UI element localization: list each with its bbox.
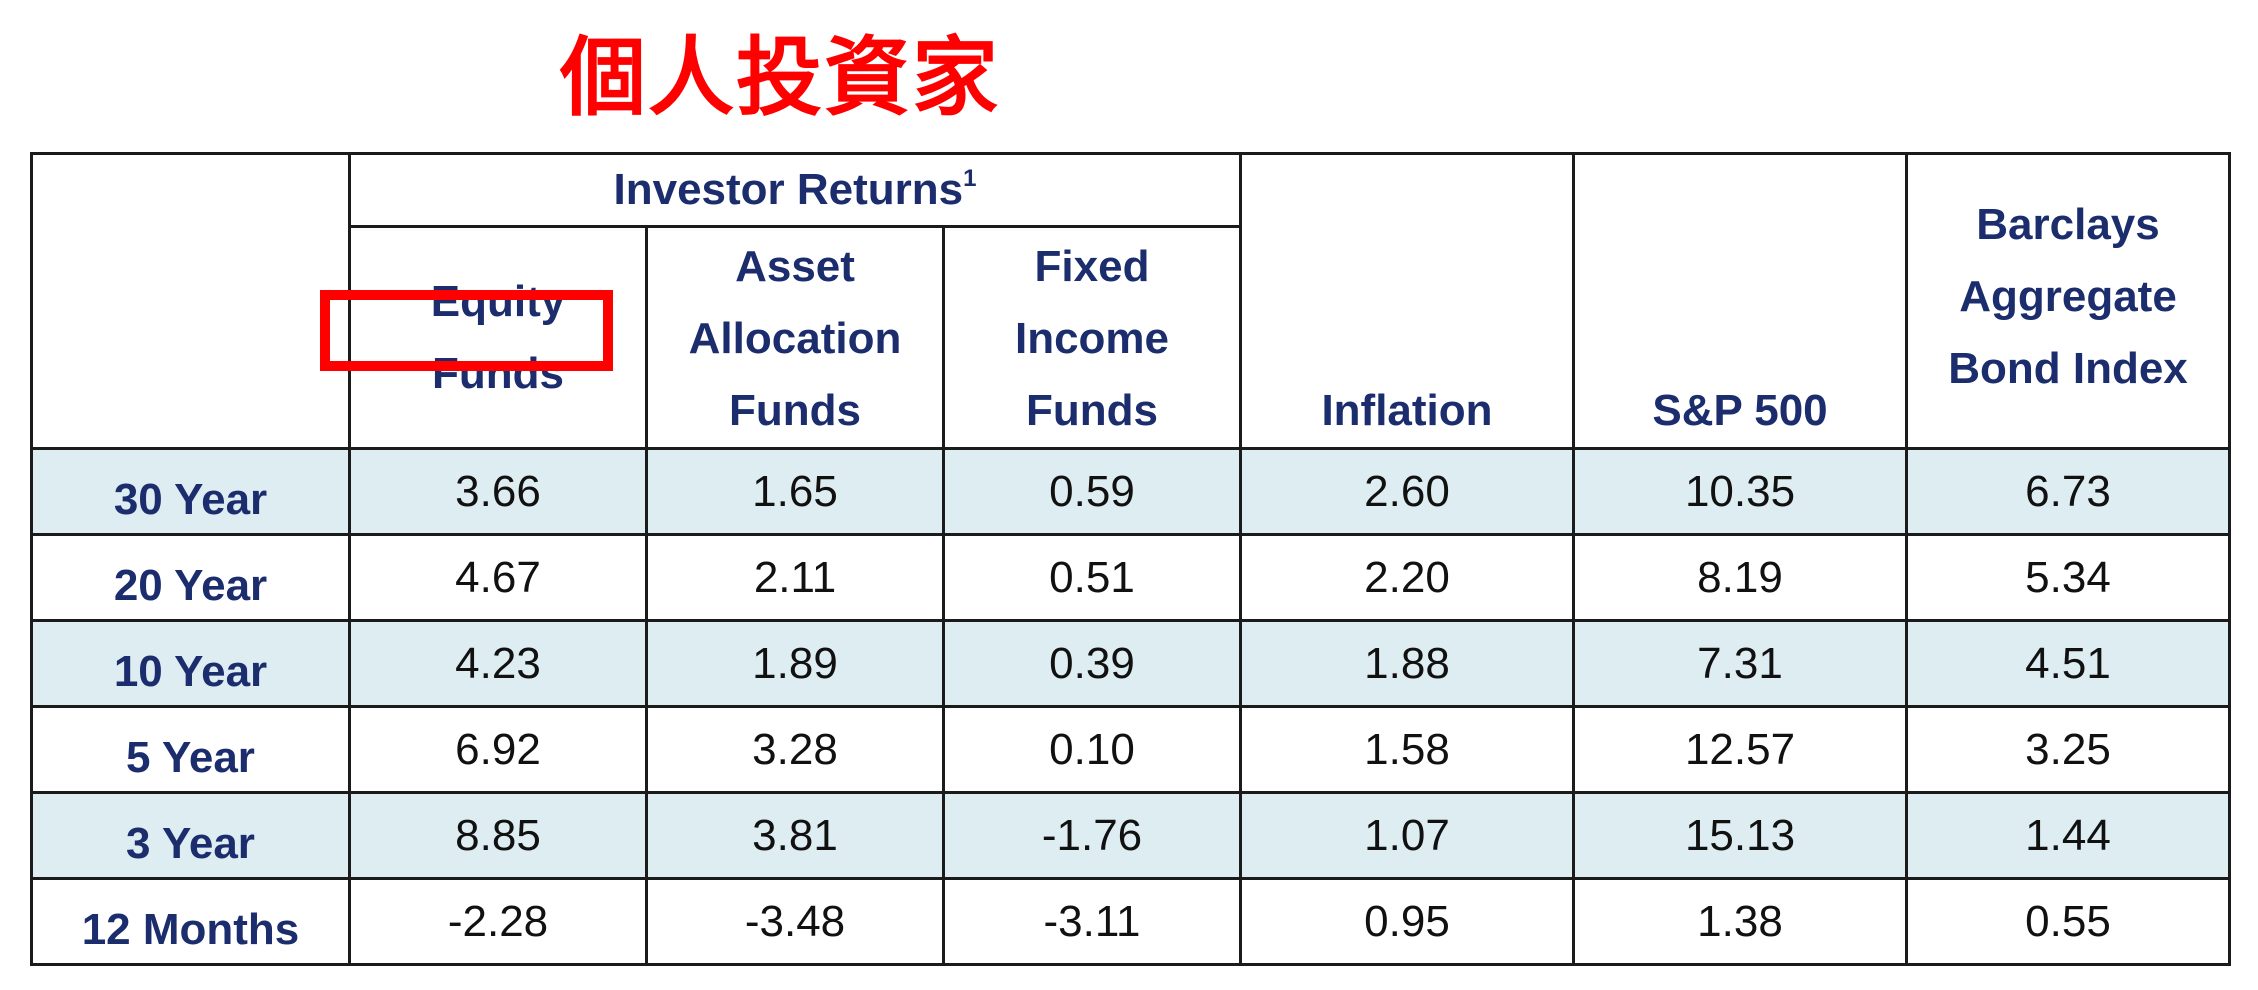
cell-inflation: 0.95 bbox=[1239, 877, 1575, 966]
cell-asset-allocation: 3.28 bbox=[645, 705, 945, 794]
cell-equity-funds: 4.67 bbox=[348, 533, 648, 622]
cell-fixed-income: 0.59 bbox=[942, 447, 1242, 536]
cell-fixed-income: -3.11 bbox=[942, 877, 1242, 966]
cell-inflation: 1.07 bbox=[1239, 791, 1575, 880]
header-row-group: Investor Returns1 Inflation S&P 500 Barc… bbox=[30, 152, 2231, 450]
cell-inflation: 1.58 bbox=[1239, 705, 1575, 794]
cell-inflation: 2.60 bbox=[1239, 447, 1575, 536]
page-title: 個人投資家 bbox=[560, 28, 1000, 128]
returns-table: Investor Returns1 Inflation S&P 500 Barc… bbox=[30, 152, 2231, 966]
header-sp500: S&P 500 bbox=[1572, 152, 1908, 450]
investor-returns-label: Investor Returns bbox=[613, 165, 964, 214]
cell-equity-funds: 3.66 bbox=[348, 447, 648, 536]
table-row: 10 Year 4.23 1.89 0.39 1.88 7.31 4.51 bbox=[30, 619, 2231, 708]
returns-table-container: Investor Returns1 Inflation S&P 500 Barc… bbox=[30, 152, 2231, 966]
row-label: 20 Year bbox=[30, 533, 351, 622]
header-asset-allocation-label: Asset Allocation Funds bbox=[688, 242, 902, 435]
header-investor-returns: Investor Returns1 bbox=[348, 152, 1242, 228]
header-asset-allocation-funds: Asset Allocation Funds bbox=[645, 225, 945, 450]
cell-barclays: 5.34 bbox=[1905, 533, 2231, 622]
cell-sp500: 10.35 bbox=[1572, 447, 1908, 536]
row-label: 3 Year bbox=[30, 791, 351, 880]
cell-barclays: 3.25 bbox=[1905, 705, 2231, 794]
cell-asset-allocation: -3.48 bbox=[645, 877, 945, 966]
cell-barclays: 4.51 bbox=[1905, 619, 2231, 708]
table-row: 20 Year 4.67 2.11 0.51 2.20 8.19 5.34 bbox=[30, 533, 2231, 622]
cell-fixed-income: 0.39 bbox=[942, 619, 1242, 708]
cell-asset-allocation: 2.11 bbox=[645, 533, 945, 622]
cell-sp500: 12.57 bbox=[1572, 705, 1908, 794]
cell-inflation: 1.88 bbox=[1239, 619, 1575, 708]
table-row: 12 Months -2.28 -3.48 -3.11 0.95 1.38 0.… bbox=[30, 877, 2231, 966]
header-barclays-label: Barclays Aggregate Bond Index bbox=[1948, 200, 2188, 393]
cell-asset-allocation: 1.89 bbox=[645, 619, 945, 708]
cell-equity-funds: 4.23 bbox=[348, 619, 648, 708]
cell-barclays: 1.44 bbox=[1905, 791, 2231, 880]
row-label: 12 Months bbox=[30, 877, 351, 966]
cell-sp500: 8.19 bbox=[1572, 533, 1908, 622]
row-label: 30 Year bbox=[30, 447, 351, 536]
cell-sp500: 15.13 bbox=[1572, 791, 1908, 880]
table-row: 3 Year 8.85 3.81 -1.76 1.07 15.13 1.44 bbox=[30, 791, 2231, 880]
cell-fixed-income: 0.10 bbox=[942, 705, 1242, 794]
header-inflation: Inflation bbox=[1239, 152, 1575, 450]
cell-barclays: 0.55 bbox=[1905, 877, 2231, 966]
cell-fixed-income: -1.76 bbox=[942, 791, 1242, 880]
cell-inflation: 2.20 bbox=[1239, 533, 1575, 622]
header-blank-cell bbox=[30, 152, 351, 450]
cell-asset-allocation: 3.81 bbox=[645, 791, 945, 880]
cell-equity-funds: 6.92 bbox=[348, 705, 648, 794]
header-row-columns: Equity Funds Asset Allocation Funds Fixe… bbox=[32, 225, 2230, 450]
table-row: 30 Year 3.66 1.65 0.59 2.60 10.35 6.73 bbox=[30, 447, 2231, 536]
cell-sp500: 7.31 bbox=[1572, 619, 1908, 708]
cell-barclays: 6.73 bbox=[1905, 447, 2231, 536]
header-barclays: Barclays Aggregate Bond Index bbox=[1905, 152, 2231, 450]
cell-equity-funds: -2.28 bbox=[348, 877, 648, 966]
row-label: 5 Year bbox=[30, 705, 351, 794]
table-row: 5 Year 6.92 3.28 0.10 1.58 12.57 3.25 bbox=[30, 705, 2231, 794]
cell-sp500: 1.38 bbox=[1572, 877, 1908, 966]
footnote-marker: 1 bbox=[963, 165, 977, 192]
header-fixed-income-label: Fixed Income Funds bbox=[1014, 242, 1170, 435]
header-equity-funds: Equity Funds bbox=[348, 225, 648, 450]
cell-equity-funds: 8.85 bbox=[348, 791, 648, 880]
row-label: 10 Year bbox=[30, 619, 351, 708]
cell-asset-allocation: 1.65 bbox=[645, 447, 945, 536]
header-equity-funds-label: Equity Funds bbox=[430, 276, 566, 398]
header-fixed-income-funds: Fixed Income Funds bbox=[942, 225, 1242, 450]
cell-fixed-income: 0.51 bbox=[942, 533, 1242, 622]
